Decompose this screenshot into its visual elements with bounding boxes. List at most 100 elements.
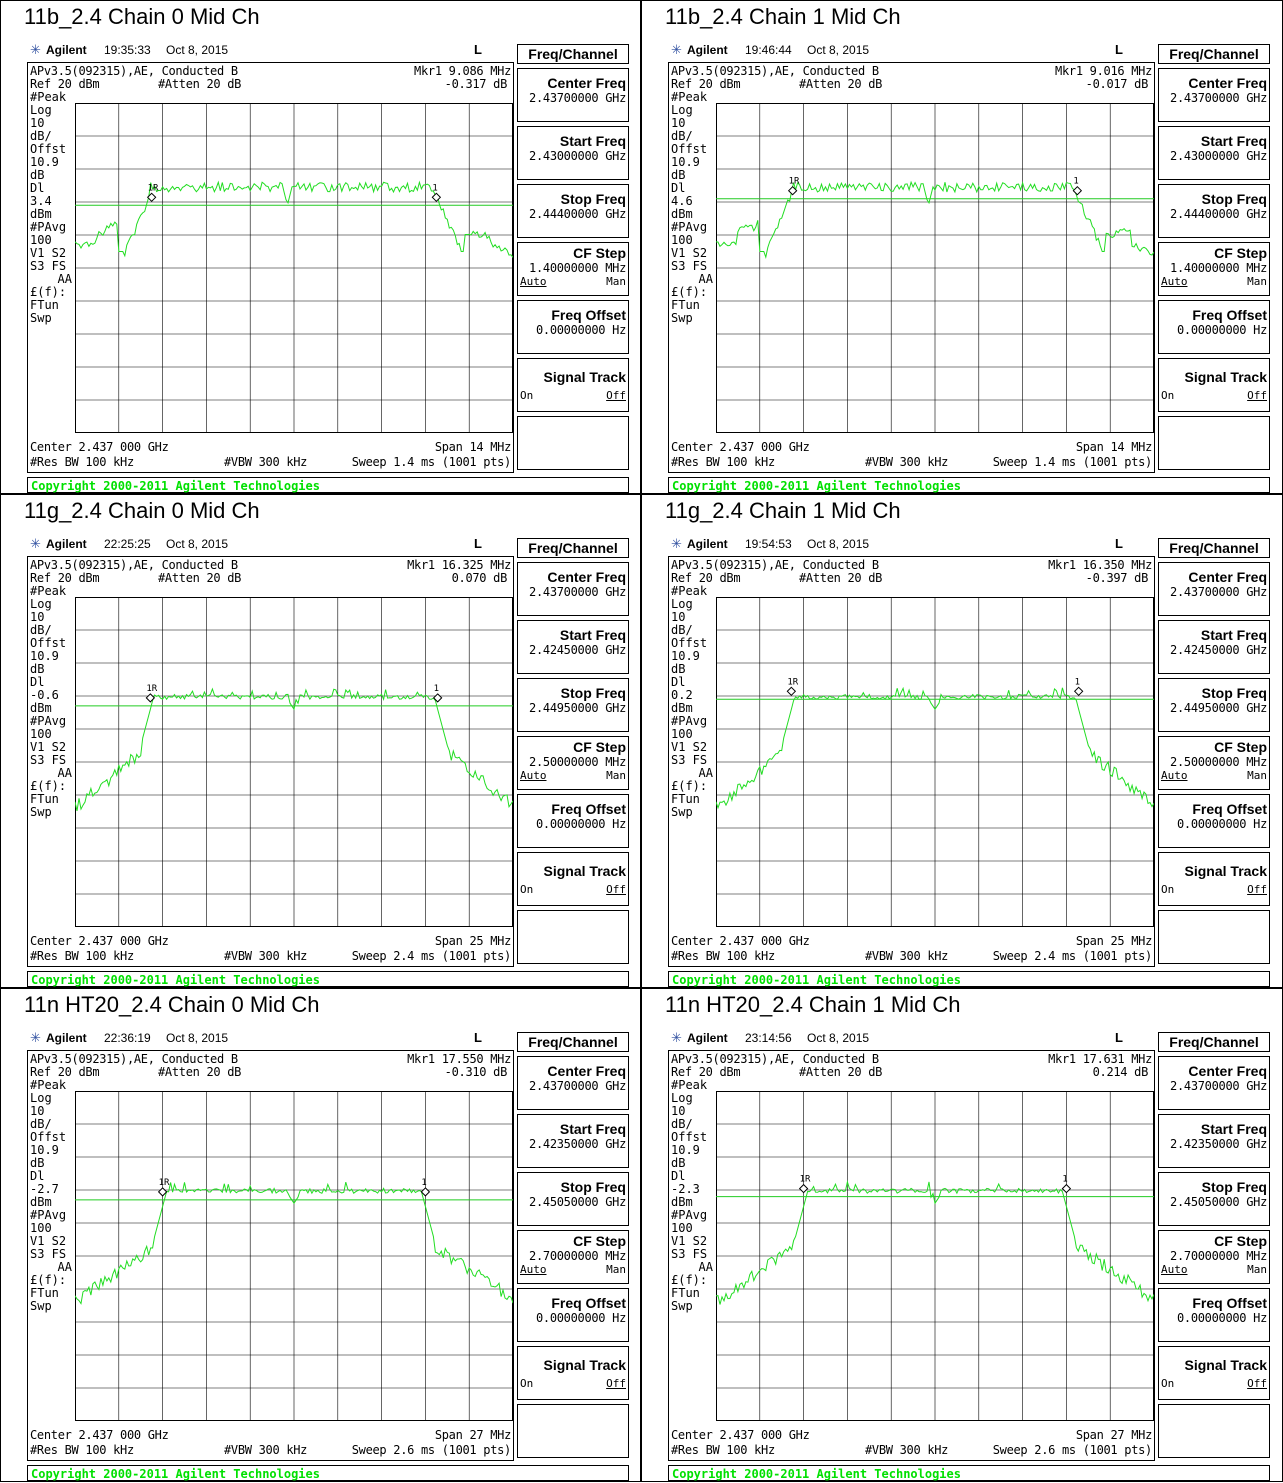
date: Oct 8, 2015 — [166, 537, 229, 551]
man-option[interactable]: Man — [1247, 769, 1267, 782]
freq-offset-key[interactable]: Freq Offset 0.00000000 Hz — [517, 1288, 629, 1342]
start-freq-key[interactable]: Start Freq 2.42350000 GHz — [517, 1114, 629, 1168]
man-option[interactable]: Man — [1247, 275, 1267, 288]
stop-freq-key[interactable]: Stop Freq 2.45050000 GHz — [517, 1172, 629, 1226]
left-label: dB/ — [671, 129, 693, 143]
agilent-logo-icon: ✳ — [671, 536, 682, 551]
auto-option[interactable]: Auto — [520, 769, 547, 782]
signal-track-key[interactable]: Signal Track On Off — [517, 1346, 629, 1400]
config-label: APv3.5(092315),AE, Conducted B — [30, 1052, 238, 1066]
stop-freq-key[interactable]: Stop Freq 2.44950000 GHz — [1158, 678, 1270, 732]
marker-1r-label: 1R — [789, 177, 800, 187]
stop-freq-key[interactable]: Stop Freq 2.44950000 GHz — [517, 678, 629, 732]
softkey-label: CF Step — [573, 245, 626, 261]
man-option[interactable]: Man — [1247, 1263, 1267, 1276]
auto-option[interactable]: Auto — [1161, 1263, 1188, 1276]
start-freq-key[interactable]: Start Freq 2.43000000 GHz — [1158, 126, 1270, 180]
freq-offset-key[interactable]: Freq Offset 0.00000000 Hz — [517, 300, 629, 354]
center-freq-key[interactable]: Center Freq 2.43700000 GHz — [517, 562, 629, 616]
softkey-label: Center Freq — [547, 1063, 626, 1079]
softkey-value: 0.00000000 Hz — [1176, 1311, 1267, 1325]
left-label: dBm — [30, 1195, 52, 1209]
marker-1-label: 1 — [1075, 677, 1080, 687]
cf-step-key[interactable]: CF Step 2.50000000 MHz Auto Man — [517, 736, 629, 790]
cf-step-key[interactable]: CF Step 1.40000000 MHz Auto Man — [517, 242, 629, 296]
cf-step-key[interactable]: CF Step 1.40000000 MHz Auto Man — [1158, 242, 1270, 296]
ref-level: Ref 20 dBm — [671, 571, 741, 585]
start-freq-key[interactable]: Start Freq 2.42450000 GHz — [1158, 620, 1270, 674]
left-label: V1 S2 — [671, 740, 708, 754]
off-option[interactable]: Off — [1247, 883, 1267, 896]
softkey-label: Start Freq — [1200, 133, 1267, 149]
on-option[interactable]: On — [520, 1377, 534, 1390]
off-option[interactable]: Off — [606, 1377, 626, 1390]
freq-offset-key[interactable]: Freq Offset 0.00000000 Hz — [1158, 300, 1270, 354]
freq-offset-key[interactable]: Freq Offset 0.00000000 Hz — [517, 794, 629, 848]
signal-track-key[interactable]: Signal Track On Off — [517, 852, 629, 906]
config-label: APv3.5(092315),AE, Conducted B — [30, 64, 238, 78]
on-option[interactable]: On — [1161, 1377, 1175, 1390]
agilent-logo-icon: ✳ — [30, 1030, 41, 1045]
on-option[interactable]: On — [520, 389, 534, 402]
cf-step-key[interactable]: CF Step 2.70000000 MHz Auto Man — [1158, 1230, 1270, 1284]
off-option[interactable]: Off — [606, 883, 626, 896]
off-option[interactable]: Off — [1247, 389, 1267, 402]
on-option[interactable]: On — [520, 883, 534, 896]
auto-option[interactable]: Auto — [1161, 275, 1188, 288]
spectrum-trace — [74, 1181, 514, 1305]
auto-option[interactable]: Auto — [520, 1263, 547, 1276]
center-freq-key[interactable]: Center Freq 2.43700000 GHz — [1158, 68, 1270, 122]
signal-track-key[interactable]: Signal Track On Off — [1158, 358, 1270, 412]
center-freq-key[interactable]: Center Freq 2.43700000 GHz — [1158, 562, 1270, 616]
softkey-value: 1.40000000 MHz — [529, 261, 626, 275]
on-option[interactable]: On — [1161, 389, 1175, 402]
attenuation: #Atten 20 dB — [799, 77, 883, 91]
cell-border — [0, 0, 641, 494]
start-freq-key[interactable]: Start Freq 2.43000000 GHz — [517, 126, 629, 180]
stop-freq-key[interactable]: Stop Freq 2.44400000 GHz — [1158, 184, 1270, 238]
stop-freq-key[interactable]: Stop Freq 2.44400000 GHz — [517, 184, 629, 238]
spectrum-trace — [74, 687, 514, 812]
left-label: -0.6 — [30, 688, 59, 702]
ref-level: Ref 20 dBm — [30, 77, 100, 91]
center-freq-key[interactable]: Center Freq 2.43700000 GHz — [517, 1056, 629, 1110]
analyzer-header: ✳ Agilent 19:35:33 Oct 8, 2015 L — [24, 40, 510, 60]
cell-border — [0, 494, 641, 988]
cf-step-key[interactable]: CF Step 2.50000000 MHz Auto Man — [1158, 736, 1270, 790]
left-label: AA — [57, 272, 72, 286]
signal-track-key[interactable]: Signal Track On Off — [1158, 852, 1270, 906]
freq-offset-key[interactable]: Freq Offset 0.00000000 Hz — [1158, 794, 1270, 848]
auto-option[interactable]: Auto — [520, 275, 547, 288]
left-label: #PAvg — [30, 220, 67, 234]
freq-offset-key[interactable]: Freq Offset 0.00000000 Hz — [1158, 1288, 1270, 1342]
softkey-label: CF Step — [573, 1233, 626, 1249]
off-option[interactable]: Off — [1247, 1377, 1267, 1390]
on-option[interactable]: On — [1161, 883, 1175, 896]
spectrum-svg: 1R 1 — [715, 103, 1155, 433]
off-option[interactable]: Off — [606, 389, 626, 402]
left-labels: #Peak Log 10 dB/Offst 10.9 dB Dl -2.7 dBm #PAvg 10… — [30, 1079, 72, 1313]
cf-step-key[interactable]: CF Step 2.70000000 MHz Auto Man — [517, 1230, 629, 1284]
center-freq-key[interactable]: Center Freq 2.43700000 GHz — [1158, 1056, 1270, 1110]
stop-freq-key[interactable]: Stop Freq 2.45050000 GHz — [1158, 1172, 1270, 1226]
left-label: FTun — [671, 792, 700, 806]
marker-1-label: 1 — [421, 1178, 426, 1188]
man-option[interactable]: Man — [606, 769, 626, 782]
start-freq-key[interactable]: Start Freq 2.42450000 GHz — [517, 620, 629, 674]
marker-1r-label: 1R — [148, 183, 159, 193]
signal-track-key[interactable]: Signal Track On Off — [517, 358, 629, 412]
marker-diamond-icon — [157, 1187, 168, 1197]
spectrum-plot: 1R 1 — [74, 103, 514, 433]
man-option[interactable]: Man — [606, 275, 626, 288]
left-label: 100 — [671, 727, 693, 741]
softkey-label: Stop Freq — [560, 685, 626, 701]
resolution-bandwidth: #Res BW 100 kHz — [30, 455, 134, 469]
auto-option[interactable]: Auto — [1161, 769, 1188, 782]
start-freq-key[interactable]: Start Freq 2.42350000 GHz — [1158, 1114, 1270, 1168]
left-label: 10.9 — [671, 649, 700, 663]
blank-key — [1158, 1404, 1270, 1458]
ref-level: Ref 20 dBm — [30, 571, 100, 585]
center-freq-key[interactable]: Center Freq 2.43700000 GHz — [517, 68, 629, 122]
signal-track-key[interactable]: Signal Track On Off — [1158, 1346, 1270, 1400]
man-option[interactable]: Man — [606, 1263, 626, 1276]
